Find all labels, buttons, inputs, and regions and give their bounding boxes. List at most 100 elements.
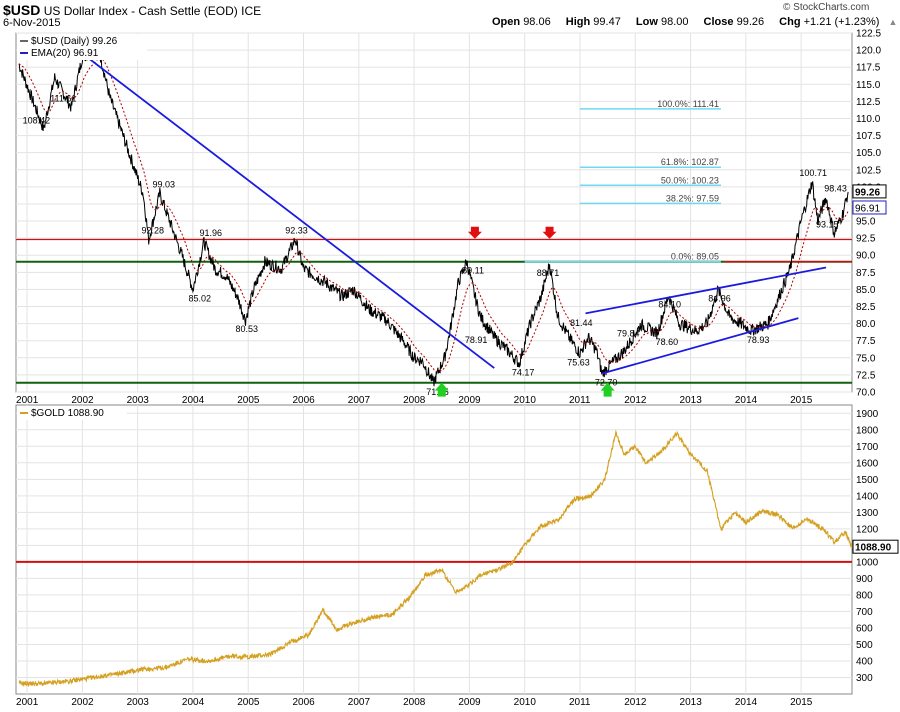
data-label: 84.10 (658, 300, 681, 310)
data-label: 81.44 (570, 318, 593, 328)
data-label: 75.63 (567, 358, 590, 368)
usd-x-tick-label: 2005 (237, 395, 260, 406)
usd-x-tick-label: 2014 (735, 395, 758, 406)
usd-y-tick-label: 87.5 (856, 268, 876, 279)
gold-legend-label: $GOLD 1088.90 (31, 408, 104, 419)
chart-header: $USD US Dollar Index - Cash Settle (EOD)… (0, 0, 900, 32)
chart-title: $USD US Dollar Index - Cash Settle (EOD)… (3, 2, 261, 18)
data-label: 78.93 (747, 335, 770, 345)
gold-y-tick-label: 1200 (856, 524, 879, 535)
data-label: 74.17 (512, 367, 535, 377)
gold-price-tag-label: 1088.90 (855, 543, 892, 554)
usd-y-tick-label: 77.5 (856, 336, 876, 347)
data-label: 92.33 (285, 225, 308, 235)
gold-y-tick-label: 1600 (856, 458, 879, 469)
usd-price-line (18, 45, 849, 387)
up-arrow-icon: ▲ (888, 17, 898, 27)
data-label: 72.70 (595, 378, 618, 388)
gold-legend-bg (17, 406, 127, 420)
data-label: 89.11 (462, 265, 484, 275)
gold-x-tick-label: 2009 (458, 697, 481, 708)
gold-x-tick-label: 2003 (127, 697, 150, 708)
usd-x-tick-label: 2011 (569, 395, 591, 406)
gold-y-tick-label: 1300 (856, 508, 879, 519)
data-label: 71.35 (426, 387, 449, 397)
usd-y-tick-label: 92.5 (856, 234, 876, 245)
usd-y-tick-label: 120.0 (856, 46, 881, 57)
gold-x-tick-label: 2005 (237, 697, 260, 708)
usd-y-tick-label: 117.5 (856, 63, 881, 74)
gold-y-tick-label: 1400 (856, 491, 879, 502)
gold-x-tick-label: 2013 (680, 697, 703, 708)
usd-y-tick-label: 115.0 (856, 80, 881, 91)
data-label: 88.71 (537, 268, 560, 278)
usd-panel: 2001 2002 2003 2004 2005 2006 2007 2008 2009 2010… (15, 29, 887, 406)
gold-y-tick-label: 1700 (856, 442, 879, 453)
ema-price-tag (852, 200, 887, 215)
gold-x-tick-label: 2010 (514, 697, 537, 708)
usd-x-tick-label: 2015 (790, 395, 813, 406)
high-value: 99.47 (593, 16, 621, 28)
usd-y-tick-label: 105.0 (856, 148, 881, 159)
data-label: 91.96 (200, 228, 223, 238)
gold-x-tick-label: 2014 (735, 697, 758, 708)
usd-y-tick-label: 90.0 (856, 251, 876, 262)
usd-y-tick-label: 110.0 (856, 114, 881, 125)
ema-legend-label: EMA(20) 96.91 (31, 48, 99, 59)
usd-legend-bg (17, 34, 147, 60)
gold-y-tick-label: 900 (856, 574, 873, 585)
gold-x-tick-label: 2015 (790, 697, 813, 708)
usd-y-tick-label: 85.0 (856, 285, 876, 296)
trendline (585, 266, 827, 315)
data-label: 98.43 (824, 184, 847, 194)
fib-level-label: 0.0%: 89.05 (671, 252, 719, 262)
gold-x-tick-label: 2011 (569, 697, 591, 708)
gold-frame (15, 404, 853, 695)
data-label: 85.02 (188, 293, 211, 303)
usd-y-tick-label: 102.5 (856, 165, 881, 176)
gold-x-tick-label: 2004 (182, 697, 205, 708)
gold-y-tick-label: 300 (856, 673, 873, 684)
gold-x-tick-label: 2006 (293, 697, 316, 708)
close-label: Close (703, 16, 734, 28)
trendline (81, 52, 495, 369)
gold-y-tick-label: 500 (856, 640, 873, 651)
data-label: 92.28 (141, 226, 164, 236)
gold-y-tick-label: 1000 (856, 557, 879, 568)
usd-y-tick-label: 122.5 (856, 29, 881, 40)
usd-y-tick-label: 72.5 (856, 370, 876, 381)
stockcharts-credit[interactable]: © StockCharts.com (783, 2, 870, 13)
fib-level-label: 50.0%: 100.23 (661, 175, 719, 185)
data-label: 78.60 (656, 337, 679, 347)
gold-y-tick-label: 1900 (856, 409, 879, 420)
data-label: 78.91 (465, 335, 488, 345)
usd-x-tick-label: 2009 (458, 395, 481, 406)
open-value: 98.06 (523, 16, 551, 28)
down-arrow-icon (542, 226, 557, 239)
down-arrow-icon (467, 226, 482, 239)
usd-y-tick-label: 75.0 (856, 353, 876, 364)
gold-x-tick-label: 2008 (403, 697, 426, 708)
usd-y-tick-label: 112.5 (856, 97, 881, 108)
gold-y-tick-label: 800 (856, 590, 873, 601)
gold-x-tick-label: 2002 (71, 697, 94, 708)
data-label: 108.42 (23, 115, 51, 125)
gold-y-tick-label: 400 (856, 656, 873, 667)
usd-x-tick-label: 2002 (71, 395, 94, 406)
close-value: 99.26 (736, 16, 765, 28)
high-label: High (565, 16, 591, 28)
close-price-tag (852, 184, 887, 199)
fib-level-label: 61.8%: 102.87 (661, 157, 719, 167)
gold-x-tick-label: 2001 (16, 697, 39, 708)
usd-x-tick-label: 2006 (293, 395, 316, 406)
data-label: 100.71 (799, 168, 827, 178)
gold-price-tag (852, 539, 899, 554)
close-price-tag-label: 99.26 (855, 187, 880, 198)
usd-x-tick-label: 2007 (348, 395, 371, 406)
up-arrow-icon (600, 382, 615, 397)
gold-x-tick-label: 2007 (348, 697, 371, 708)
chg-label: Chg (779, 16, 801, 28)
usd-x-tick-label: 2013 (680, 395, 703, 406)
gold-y-tick-label: 600 (856, 623, 873, 634)
